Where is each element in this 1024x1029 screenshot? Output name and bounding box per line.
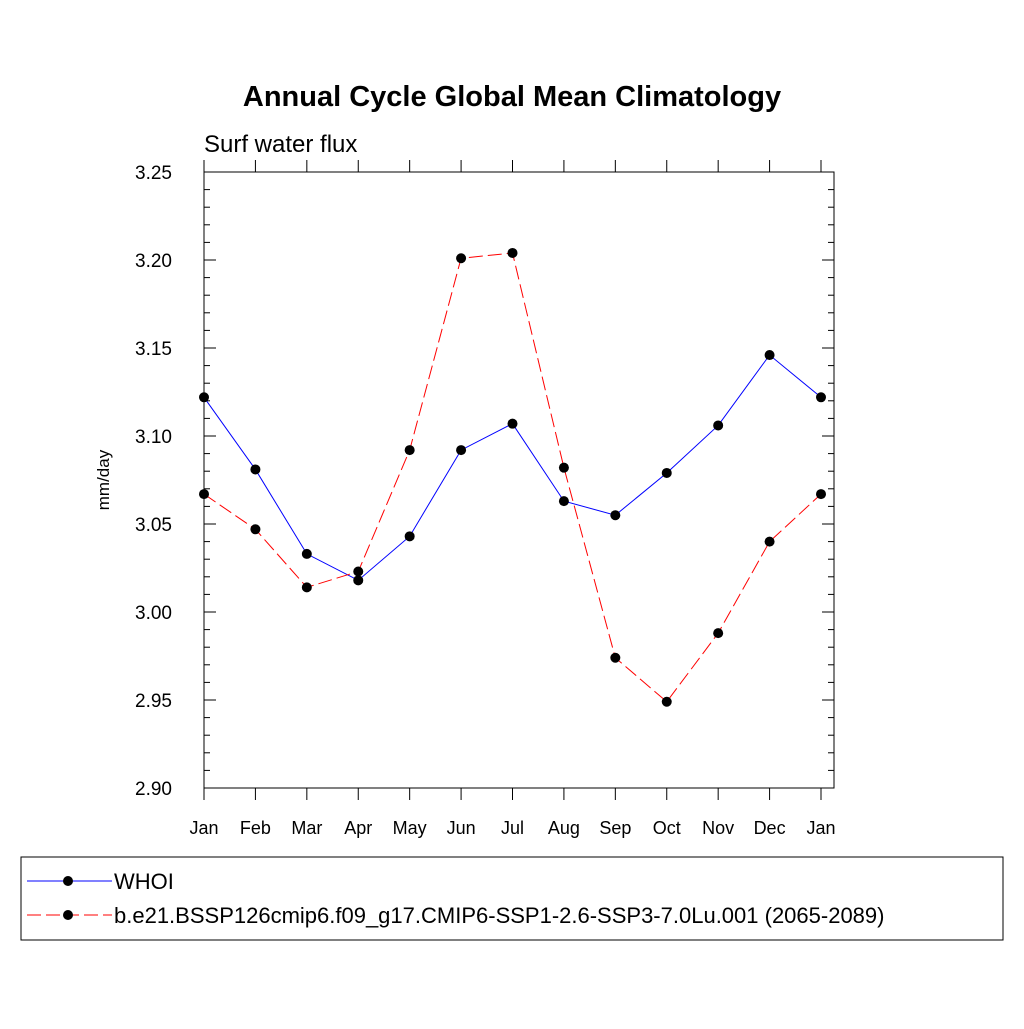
data-point	[199, 489, 209, 500]
x-tick-label: Apr	[344, 818, 372, 838]
data-point	[661, 467, 672, 478]
x-tick-label: May	[393, 818, 427, 838]
data-point	[610, 652, 621, 663]
legend-label: WHOI	[114, 869, 174, 894]
data-point	[610, 510, 621, 521]
y-tick-label: 2.90	[135, 779, 172, 800]
y-tick-label: 3.15	[135, 339, 172, 360]
data-point	[816, 489, 826, 500]
x-tick-label: Jun	[447, 818, 476, 838]
x-tick-label: Mar	[291, 818, 322, 838]
chart-subtitle: Surf water flux	[204, 131, 357, 158]
legend-marker	[63, 910, 73, 920]
y-tick-label: 2.95	[135, 691, 172, 712]
y-tick-label: 3.00	[135, 603, 172, 624]
series-layer	[199, 247, 826, 707]
y-axis-label: mm/day	[94, 449, 113, 510]
plot-frame	[203, 171, 835, 789]
legend-box	[20, 856, 1004, 941]
data-point	[404, 531, 415, 542]
legend: WHOI b.e21.BSSP126cmip6.f09_g17.CMIP6-SSP…	[20, 856, 1004, 941]
data-point	[404, 445, 415, 456]
series-line	[203, 354, 822, 581]
data-point	[250, 464, 261, 475]
x-tick-label: Jan	[806, 818, 835, 838]
data-point	[250, 524, 261, 535]
data-point	[816, 392, 826, 403]
data-point	[764, 536, 775, 547]
legend-label: b.e21.BSSP126cmip6.f09_g17.CMIP6-SSP1-2.…	[114, 903, 884, 928]
data-point	[353, 566, 364, 577]
data-point	[456, 445, 467, 456]
chart-title: Annual Cycle Global Mean Climatology	[243, 81, 781, 113]
x-tick-label: Jul	[501, 818, 524, 838]
y-tick-label: 3.10	[135, 427, 172, 448]
data-point	[713, 420, 724, 431]
data-point	[301, 582, 312, 593]
data-point	[558, 496, 569, 507]
data-point	[507, 247, 518, 258]
series-line	[203, 252, 822, 703]
x-tick-label: Sep	[599, 818, 631, 838]
axes: 2.90 2.95 3.00 3.05 3.10 3.15 3.20 3.25 Jan Feb Ma…	[135, 160, 836, 838]
y-tick-label: 3.20	[135, 251, 172, 272]
x-tick-label: Feb	[240, 818, 271, 838]
x-tick-label: Dec	[754, 818, 786, 838]
legend-items: WHOI b.e21.BSSP126cmip6.f09_g17.CMIP6-SSP…	[27, 869, 884, 928]
y-tick-label: 3.05	[135, 515, 172, 536]
data-point	[661, 696, 672, 707]
data-point	[764, 350, 775, 361]
data-point	[456, 253, 467, 264]
x-tick-label: Jan	[189, 818, 218, 838]
data-point	[558, 462, 569, 473]
x-tick-label: Oct	[653, 818, 681, 838]
legend-marker	[63, 876, 73, 886]
y-tick-label: 3.25	[135, 163, 172, 184]
data-point	[713, 628, 724, 639]
data-point	[301, 548, 312, 559]
data-point	[353, 575, 364, 586]
x-tick-label: Nov	[702, 818, 734, 838]
x-tick-label: Aug	[548, 818, 580, 838]
data-point	[507, 418, 518, 429]
data-point	[199, 392, 209, 403]
